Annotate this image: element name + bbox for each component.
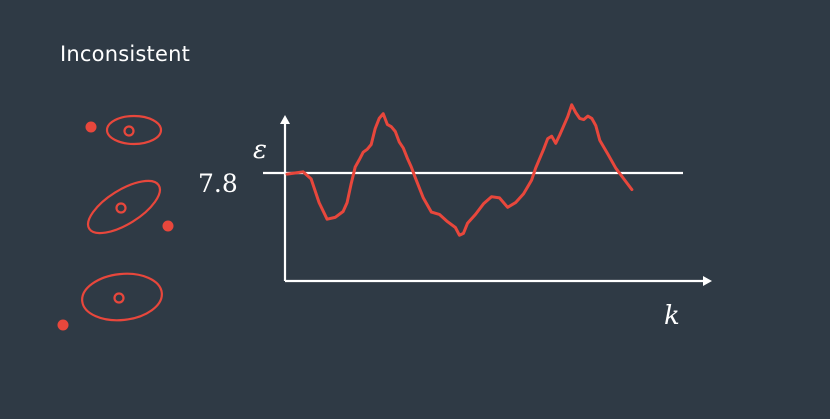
covariance-ellipse [81,272,163,322]
nees-chart: ε k 7.8 [198,103,712,331]
true-state-dot [162,220,174,232]
threshold-label: 7.8 [198,169,238,198]
y-axis-arrow-icon [280,115,290,124]
x-axis-label: k [664,301,680,331]
covariance-ellipse [105,114,163,146]
ellipse-glyph-1 [85,114,163,146]
ellipse-glyph-3 [57,272,163,331]
nees-series-line [285,103,634,237]
y-axis-label: ε [253,135,267,165]
x-axis-arrow-icon [703,276,712,286]
ellipse-glyph-2 [86,179,174,235]
true-state-dot [85,121,97,133]
estimate-circle [113,292,125,304]
estimate-circle [123,125,135,137]
true-state-dot [57,319,69,331]
covariance-ellipse [86,179,162,235]
estimate-circle [115,202,127,214]
slide-title: Inconsistent [60,42,191,66]
